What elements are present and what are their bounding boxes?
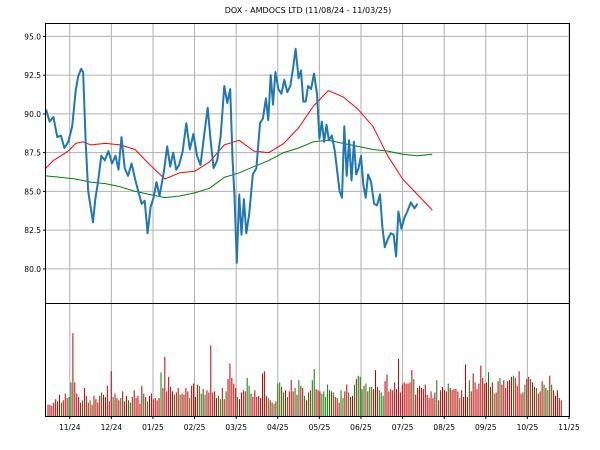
x-tick-label: 08/25	[433, 423, 455, 432]
price-y-tick-label: 82.5	[24, 226, 41, 235]
price-series-line	[45, 47, 419, 264]
x-tick-label: 12/24	[101, 423, 123, 432]
x-tick-label: 02/25	[184, 423, 206, 432]
price-y-tick-label: 80.0	[24, 265, 41, 274]
x-tick-label: 09/25	[475, 423, 497, 432]
volume-panel-frame	[45, 303, 570, 417]
price-series-line	[45, 139, 433, 199]
price-y-tick-label: 85.0	[24, 187, 41, 196]
price-y-tick-label: 92.5	[24, 71, 41, 80]
x-tick-label: 11/25	[558, 423, 580, 432]
price-panel-grid	[46, 24, 570, 303]
price-panel-lines	[45, 47, 433, 264]
x-tick-labels: 11/24 12/24 01/25 02/25 03/25 04/25 05/25 06/25…	[59, 416, 580, 432]
x-tick-label: 06/25	[350, 423, 372, 432]
x-tick-label: 04/25	[267, 423, 289, 432]
price-series-line	[45, 90, 433, 211]
x-tick-label: 10/25	[517, 423, 539, 432]
price-y-tick-label: 90.0	[24, 110, 41, 119]
x-tick-label: 05/25	[309, 423, 331, 432]
x-tick-label: 01/25	[142, 423, 164, 432]
x-tick-label: 03/25	[225, 423, 247, 432]
price-y-tick-label: 87.5	[24, 149, 41, 158]
price-y-tick-label: 95.0	[24, 32, 41, 41]
volume-panel-bars	[47, 333, 562, 416]
chart-title: DOX - AMDOCS LTD (11/08/24 - 11/03/25)	[225, 6, 391, 15]
x-tick-label: 07/25	[392, 423, 414, 432]
x-tick-label: 11/24	[59, 423, 81, 432]
